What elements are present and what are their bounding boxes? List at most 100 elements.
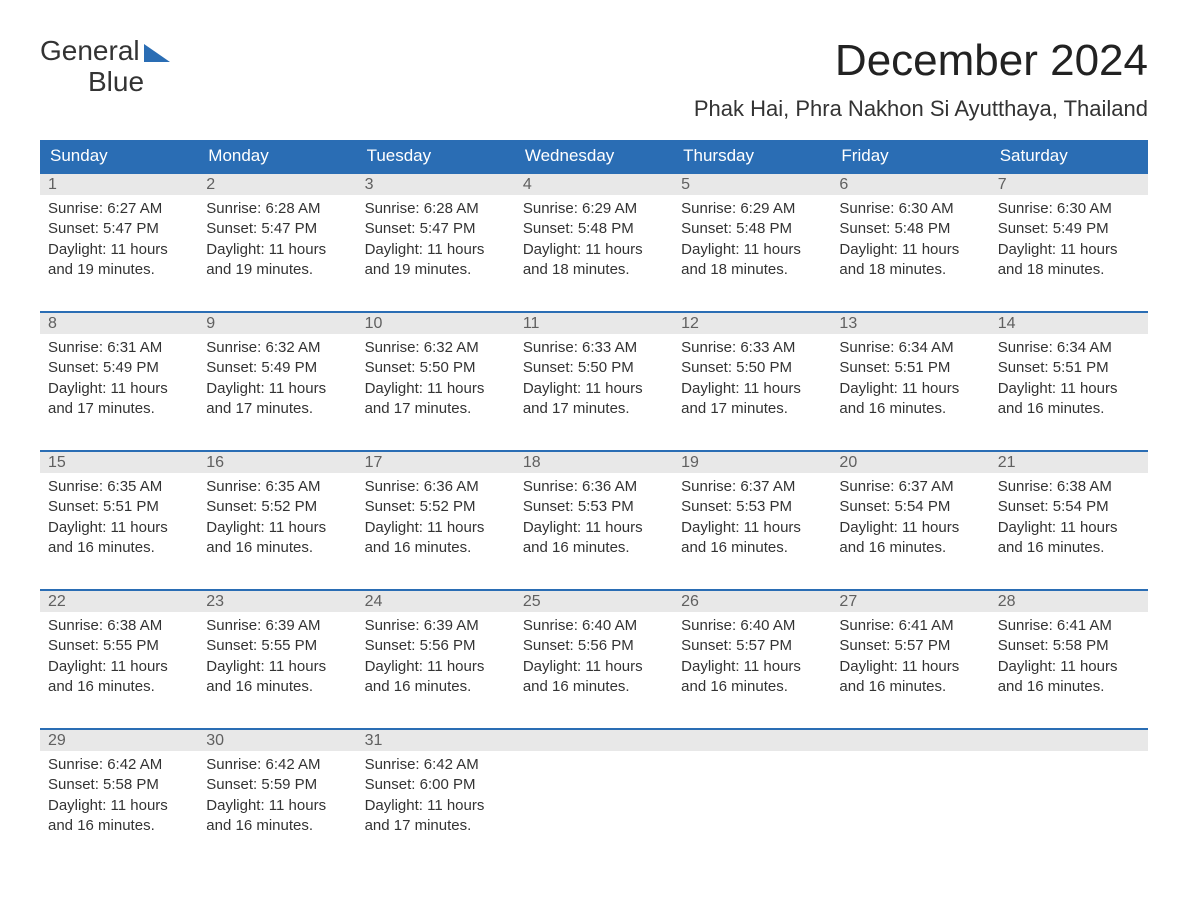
sunrise-line: Sunrise: 6:33 AM <box>523 338 665 358</box>
daylight-line: Daylight: 11 hours and 16 minutes. <box>48 518 190 559</box>
day-number: 16 <box>198 452 356 473</box>
logo: General Blue <box>40 36 170 97</box>
sunrise-line: Sunrise: 6:38 AM <box>998 477 1140 497</box>
day-cell: Sunrise: 6:27 AMSunset: 5:47 PMDaylight:… <box>40 195 198 295</box>
sunrise-line: Sunrise: 6:42 AM <box>48 755 190 775</box>
day-cell: Sunrise: 6:42 AMSunset: 5:59 PMDaylight:… <box>198 751 356 851</box>
logo-flag-icon <box>144 44 170 62</box>
weeks-container: 1234567Sunrise: 6:27 AMSunset: 5:47 PMDa… <box>40 172 1148 851</box>
daylight-line: Daylight: 11 hours and 19 minutes. <box>206 240 348 281</box>
day-number: 1 <box>40 174 198 195</box>
sunrise-line: Sunrise: 6:28 AM <box>206 199 348 219</box>
day-cell: Sunrise: 6:38 AMSunset: 5:54 PMDaylight:… <box>990 473 1148 573</box>
daylight-line: Daylight: 11 hours and 16 minutes. <box>523 657 665 698</box>
daylight-line: Daylight: 11 hours and 17 minutes. <box>365 796 507 837</box>
sunrise-line: Sunrise: 6:28 AM <box>365 199 507 219</box>
day-number: 29 <box>40 730 198 751</box>
sunrise-line: Sunrise: 6:42 AM <box>365 755 507 775</box>
sunrise-line: Sunrise: 6:35 AM <box>206 477 348 497</box>
sunrise-line: Sunrise: 6:29 AM <box>523 199 665 219</box>
day-cell: Sunrise: 6:37 AMSunset: 5:54 PMDaylight:… <box>831 473 989 573</box>
day-number: 28 <box>990 591 1148 612</box>
sunrise-line: Sunrise: 6:36 AM <box>523 477 665 497</box>
sunset-line: Sunset: 5:57 PM <box>681 636 823 656</box>
day-cell: Sunrise: 6:34 AMSunset: 5:51 PMDaylight:… <box>831 334 989 434</box>
sunrise-line: Sunrise: 6:34 AM <box>839 338 981 358</box>
sunset-line: Sunset: 5:54 PM <box>998 497 1140 517</box>
day-number: 5 <box>673 174 831 195</box>
sunset-line: Sunset: 5:50 PM <box>681 358 823 378</box>
sunrise-line: Sunrise: 6:37 AM <box>681 477 823 497</box>
daylight-line: Daylight: 11 hours and 17 minutes. <box>48 379 190 420</box>
sunrise-line: Sunrise: 6:39 AM <box>206 616 348 636</box>
sunset-line: Sunset: 5:58 PM <box>48 775 190 795</box>
day-cell: Sunrise: 6:28 AMSunset: 5:47 PMDaylight:… <box>198 195 356 295</box>
sunset-line: Sunset: 5:59 PM <box>206 775 348 795</box>
sunset-line: Sunset: 5:54 PM <box>839 497 981 517</box>
day-cell: Sunrise: 6:34 AMSunset: 5:51 PMDaylight:… <box>990 334 1148 434</box>
day-number: 22 <box>40 591 198 612</box>
weekday-header: Monday <box>198 140 356 172</box>
day-cell: Sunrise: 6:40 AMSunset: 5:56 PMDaylight:… <box>515 612 673 712</box>
daylight-line: Daylight: 11 hours and 18 minutes. <box>523 240 665 281</box>
daylight-line: Daylight: 11 hours and 16 minutes. <box>365 518 507 559</box>
day-number: 21 <box>990 452 1148 473</box>
daylight-line: Daylight: 11 hours and 16 minutes. <box>206 796 348 837</box>
daynum-row: 15161718192021 <box>40 452 1148 473</box>
logo-text: General Blue <box>40 36 170 97</box>
day-number: 26 <box>673 591 831 612</box>
weekday-header: Saturday <box>990 140 1148 172</box>
day-number: 12 <box>673 313 831 334</box>
weekday-header: Wednesday <box>515 140 673 172</box>
sunrise-line: Sunrise: 6:27 AM <box>48 199 190 219</box>
day-number <box>831 730 989 751</box>
sunset-line: Sunset: 5:55 PM <box>206 636 348 656</box>
daylight-line: Daylight: 11 hours and 16 minutes. <box>839 379 981 420</box>
week-row: 1234567Sunrise: 6:27 AMSunset: 5:47 PMDa… <box>40 172 1148 295</box>
weekday-header: Sunday <box>40 140 198 172</box>
sunrise-line: Sunrise: 6:40 AM <box>523 616 665 636</box>
daylight-line: Daylight: 11 hours and 17 minutes. <box>206 379 348 420</box>
day-number <box>515 730 673 751</box>
sunset-line: Sunset: 5:49 PM <box>998 219 1140 239</box>
daylight-line: Daylight: 11 hours and 18 minutes. <box>998 240 1140 281</box>
weekday-header: Friday <box>831 140 989 172</box>
header: General Blue December 2024 Phak Hai, Phr… <box>40 36 1148 122</box>
sunset-line: Sunset: 5:58 PM <box>998 636 1140 656</box>
day-number: 20 <box>831 452 989 473</box>
daynum-row: 22232425262728 <box>40 591 1148 612</box>
sunrise-line: Sunrise: 6:38 AM <box>48 616 190 636</box>
day-cell: Sunrise: 6:36 AMSunset: 5:53 PMDaylight:… <box>515 473 673 573</box>
weekday-header-row: SundayMondayTuesdayWednesdayThursdayFrid… <box>40 140 1148 172</box>
day-number: 27 <box>831 591 989 612</box>
day-number: 19 <box>673 452 831 473</box>
sunset-line: Sunset: 5:53 PM <box>523 497 665 517</box>
daylight-line: Daylight: 11 hours and 18 minutes. <box>839 240 981 281</box>
day-cell: Sunrise: 6:37 AMSunset: 5:53 PMDaylight:… <box>673 473 831 573</box>
logo-line2: Blue <box>40 67 170 96</box>
day-number: 3 <box>357 174 515 195</box>
day-cell <box>515 751 673 851</box>
day-number: 8 <box>40 313 198 334</box>
page-title: December 2024 <box>694 36 1148 86</box>
sunset-line: Sunset: 5:52 PM <box>365 497 507 517</box>
sunset-line: Sunset: 5:47 PM <box>48 219 190 239</box>
sunrise-line: Sunrise: 6:32 AM <box>206 338 348 358</box>
day-cell: Sunrise: 6:36 AMSunset: 5:52 PMDaylight:… <box>357 473 515 573</box>
sunrise-line: Sunrise: 6:41 AM <box>839 616 981 636</box>
sunset-line: Sunset: 5:52 PM <box>206 497 348 517</box>
daylight-line: Daylight: 11 hours and 17 minutes. <box>681 379 823 420</box>
sunset-line: Sunset: 5:48 PM <box>839 219 981 239</box>
daylight-line: Daylight: 11 hours and 18 minutes. <box>681 240 823 281</box>
week-row: 22232425262728Sunrise: 6:38 AMSunset: 5:… <box>40 589 1148 712</box>
sunrise-line: Sunrise: 6:30 AM <box>839 199 981 219</box>
daylight-line: Daylight: 11 hours and 16 minutes. <box>523 518 665 559</box>
sunrise-line: Sunrise: 6:34 AM <box>998 338 1140 358</box>
day-cell: Sunrise: 6:38 AMSunset: 5:55 PMDaylight:… <box>40 612 198 712</box>
day-cell: Sunrise: 6:32 AMSunset: 5:50 PMDaylight:… <box>357 334 515 434</box>
day-cell: Sunrise: 6:32 AMSunset: 5:49 PMDaylight:… <box>198 334 356 434</box>
daynum-row: 1234567 <box>40 174 1148 195</box>
sunrise-line: Sunrise: 6:35 AM <box>48 477 190 497</box>
sunset-line: Sunset: 5:51 PM <box>48 497 190 517</box>
day-cell: Sunrise: 6:41 AMSunset: 5:58 PMDaylight:… <box>990 612 1148 712</box>
